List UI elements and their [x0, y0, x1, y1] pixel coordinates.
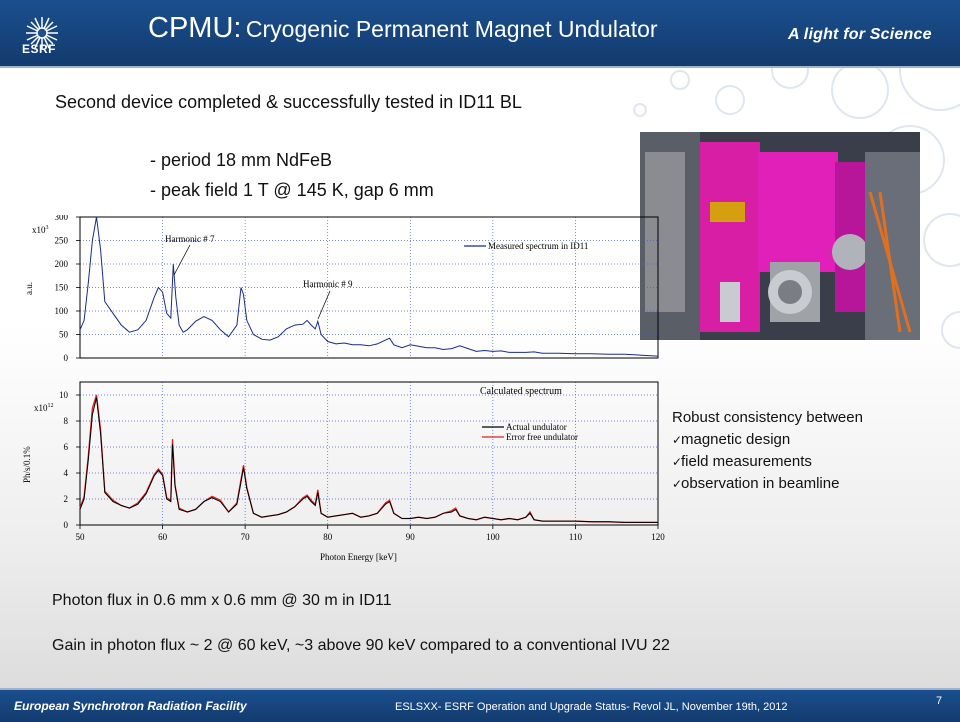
series-error-free	[79, 394, 658, 524]
y-tick-label: 0	[64, 353, 69, 363]
y-tick-label: 200	[55, 259, 69, 269]
tagline: A light for Science	[788, 26, 932, 43]
intro-line: Second device completed & successfully t…	[55, 92, 522, 112]
y-multiplier: x103	[32, 225, 49, 235]
y-tick-label: 100	[55, 306, 69, 316]
page-number: 7	[936, 695, 943, 707]
title-acronym: CPMU:	[148, 12, 242, 44]
legend-measured: Measured spectrum in ID11	[488, 241, 588, 251]
x-tick-label: 70	[241, 532, 251, 542]
esrf-logo-icon	[26, 17, 58, 49]
title-subtitle: Cryogenic Permanent Magnet Undulator	[245, 16, 658, 42]
x-tick-label: 120	[651, 532, 665, 542]
x-tick-label: 110	[569, 532, 583, 542]
bullet-field: - peak field 1 T @ 145 K, gap 6 mm	[150, 180, 434, 200]
x-tick-label: 90	[406, 532, 416, 542]
check-icon: ✓	[672, 455, 683, 469]
y-tick-label: 50	[59, 330, 69, 340]
y-tick-label: 4	[64, 468, 69, 478]
legend-error-free: Error free undulator	[506, 432, 578, 442]
y-tick-label: 10	[59, 390, 69, 400]
logo-text: ESRF	[22, 42, 57, 56]
y-tick-label: 150	[55, 283, 69, 293]
calculated-spectrum-chart: 0 2 4 6 8 10 50 60 70 80 90 100 110 120 x1012 Ph/s/0…	[22, 381, 665, 562]
x-axis-label: Photon Energy [keV]	[320, 552, 397, 562]
robust-item: ✓observation in beamline	[672, 473, 863, 495]
footer-bar: European Synchrotron Radiation Facility …	[0, 688, 960, 722]
y-tick-label: 6	[64, 442, 69, 452]
y-tick-label: 250	[55, 236, 69, 246]
robust-item: ✓field measurements	[672, 451, 863, 473]
y-tick-label: 0	[64, 520, 69, 530]
y-multiplier: x1012	[34, 403, 54, 413]
y-tick-label: 300	[55, 215, 69, 222]
measured-spectrum-chart: 0 50 100 150 200 250 300 x103 a.u. Harmonic # …	[24, 215, 659, 363]
y-tick-label: 2	[64, 494, 69, 504]
annotation-harmonic-9: Harmonic # 9	[303, 279, 353, 289]
gain-text: Gain in photon flux ~ 2 @ 60 keV, ~3 abo…	[52, 637, 670, 654]
check-icon: ✓	[672, 477, 683, 491]
x-tick-label: 80	[323, 532, 333, 542]
footer-citation: ESLSXX- ESRF Operation and Upgrade Statu…	[395, 701, 788, 713]
header-bar: ESRF CPMU: Cryogenic Permanent Magnet Un…	[0, 0, 960, 68]
robust-consistency-box: Robust consistency between ✓magnetic des…	[672, 407, 863, 495]
robust-title: Robust consistency between	[672, 409, 863, 426]
check-icon: ✓	[672, 433, 683, 447]
undulator-photo	[640, 132, 920, 340]
x-tick-label: 60	[158, 532, 168, 542]
legend-actual: Actual undulator	[506, 422, 567, 432]
y-axis-label: a.u.	[24, 282, 34, 295]
robust-item: ✓magnetic design	[672, 429, 863, 451]
y-tick-label: 8	[64, 416, 69, 426]
slide-title: CPMU: Cryogenic Permanent Magnet Undulat…	[148, 12, 658, 45]
chart-title: Calculated spectrum	[480, 386, 562, 397]
flux-text: Photon flux in 0.6 mm x 0.6 mm @ 30 m in…	[52, 592, 392, 609]
y-axis-label: Ph/s/0.1%	[22, 446, 32, 483]
series-actual	[79, 397, 658, 523]
x-tick-label: 100	[486, 532, 500, 542]
bullet-period: - period 18 mm NdFeB	[150, 150, 333, 170]
x-tick-label: 50	[76, 532, 86, 542]
footer-institution: European Synchrotron Radiation Facility	[14, 699, 247, 713]
series-measured	[79, 216, 659, 357]
annotation-harmonic-7: Harmonic # 7	[165, 234, 215, 244]
